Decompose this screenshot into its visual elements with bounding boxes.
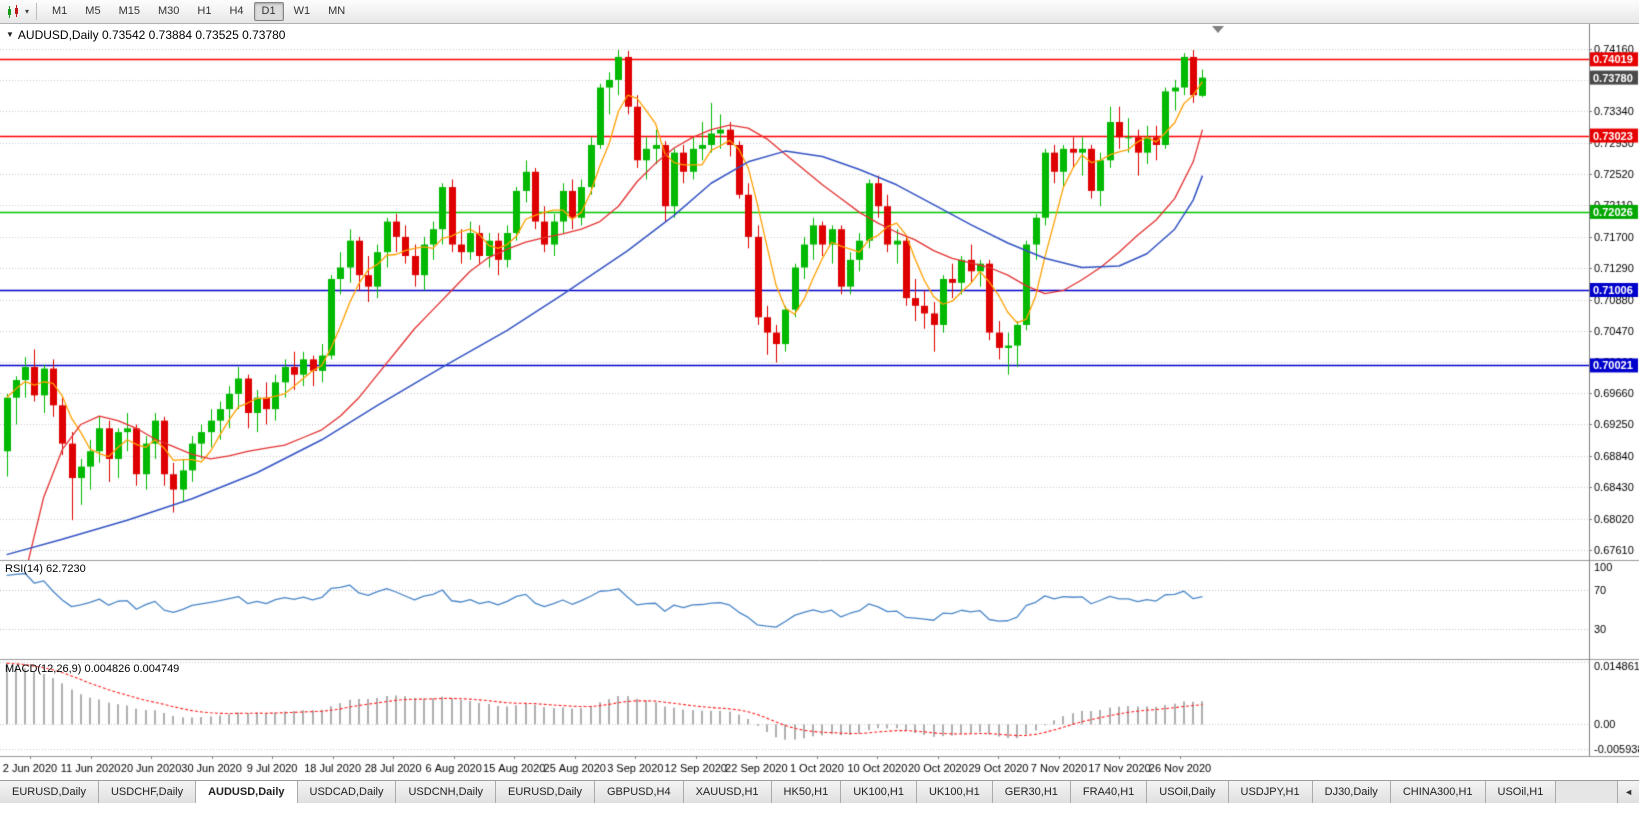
rsi-indicator-name: RSI(14) <box>5 563 43 575</box>
timeframe-button-M30[interactable]: M30 <box>157 5 180 17</box>
price-chart-canvas[interactable] <box>0 24 1639 780</box>
macd-label: MACD(12,26,9) 0.004826 0.004749 <box>5 663 179 675</box>
candlestick-icon <box>8 4 18 18</box>
chart-title: ▼ AUDUSD,Daily 0.73542 0.73884 0.73525 0.… <box>6 28 285 42</box>
timeframe-button-M5[interactable]: M5 <box>85 5 101 17</box>
timeframe-button-M15[interactable]: M15 <box>118 5 140 17</box>
toolbar: ▾ M1 M5 M15 M30 H1 H4 D1 W1 MN <box>0 0 1639 24</box>
tab-label: USDCNH,Daily <box>408 786 484 798</box>
rsi-indicator-value: 62.7230 <box>45 563 86 575</box>
chart-type-icon[interactable] <box>4 4 24 20</box>
tab-label: HK50,H1 <box>783 786 829 798</box>
rsi-label: RSI(14) 62.7230 <box>5 563 86 575</box>
tab-UK100-H1[interactable]: UK100,H1 <box>841 781 917 803</box>
tab-EURUSD-Daily[interactable]: EURUSD,Daily <box>496 781 595 803</box>
timeframe-button-W1[interactable]: W1 <box>293 5 311 17</box>
tab-label: USDCAD,Daily <box>309 786 384 798</box>
timeframe-button-D1[interactable]: D1 <box>253 2 284 21</box>
tab-label: UK100,H1 <box>853 786 904 798</box>
tab-label: USOil,Daily <box>1159 786 1216 798</box>
timeframe-button-H4[interactable]: H4 <box>229 5 244 17</box>
tab-label: USOil,H1 <box>1497 786 1544 798</box>
tab-label: DJ30,Daily <box>1324 786 1378 798</box>
timeframe-button-H1[interactable]: H1 <box>197 5 212 17</box>
tab-label: AUDUSD,Daily <box>208 786 285 798</box>
tab-USDCNH-Daily[interactable]: USDCNH,Daily <box>396 781 497 803</box>
macd-indicator-name: MACD(12,26,9) <box>5 663 82 675</box>
chart-symbol-label: AUDUSD,Daily <box>17 28 99 42</box>
tab-UK100-H1[interactable]: UK100,H1 <box>916 781 993 803</box>
tab-USOil-Daily[interactable]: USOil,Daily <box>1147 781 1229 803</box>
tab-USDJPY-H1[interactable]: USDJPY,H1 <box>1228 781 1313 803</box>
tab-label: EURUSD,Daily <box>12 786 86 798</box>
tab-EURUSD-Daily[interactable]: EURUSD,Daily <box>0 781 99 803</box>
macd-indicator-values: 0.004826 0.004749 <box>84 663 180 675</box>
tab-FRA40-H1[interactable]: FRA40,H1 <box>1070 781 1148 803</box>
chart-area: ▼ AUDUSD,Daily 0.73542 0.73884 0.73525 0.… <box>0 24 1639 780</box>
tab-USDCAD-Daily[interactable]: USDCAD,Daily <box>297 781 397 803</box>
chart-ohlc-values: 0.73542 0.73884 0.73525 0.73780 <box>101 28 286 42</box>
chart-type-dropdown-caret[interactable]: ▾ <box>25 7 30 16</box>
toolbar-separator <box>36 3 38 20</box>
tab-label: UK100,H1 <box>928 786 980 798</box>
tab-scroll-arrow[interactable]: ◄ <box>1617 781 1639 803</box>
tab-label: USDJPY,H1 <box>1240 786 1300 798</box>
tab-HK50-H1[interactable]: HK50,H1 <box>771 781 842 803</box>
tab-GBPUSD-H4[interactable]: GBPUSD,H4 <box>595 781 684 803</box>
tab-USOil-H1[interactable]: USOil,H1 <box>1485 781 1557 803</box>
tab-label: USDCHF,Daily <box>110 786 184 798</box>
symbol-dropdown-caret-icon[interactable]: ▼ <box>6 30 14 39</box>
tab-label: GER30,H1 <box>1004 786 1058 798</box>
chart-tab-bar: EURUSD,Daily USDCHF,Daily AUDUSD,Daily USDC… <box>0 780 1639 803</box>
tab-XAUUSD-H1[interactable]: XAUUSD,H1 <box>683 781 772 803</box>
tab-DJ30-Daily[interactable]: DJ30,Daily <box>1312 781 1391 803</box>
tab-USDCHF-Daily[interactable]: USDCHF,Daily <box>98 781 197 803</box>
timeframe-button-MN[interactable]: MN <box>328 5 346 17</box>
tab-AUDUSD-Daily[interactable]: AUDUSD,Daily <box>196 781 298 803</box>
tab-label: EURUSD,Daily <box>508 786 582 798</box>
tab-label: FRA40,H1 <box>1082 786 1135 798</box>
timeframe-button-M1[interactable]: M1 <box>52 5 68 17</box>
tab-label: CHINA300,H1 <box>1402 786 1473 798</box>
tab-label: GBPUSD,H4 <box>607 786 671 798</box>
tab-GER30-H1[interactable]: GER30,H1 <box>992 781 1071 803</box>
tab-CHINA300-H1[interactable]: CHINA300,H1 <box>1390 781 1486 803</box>
tab-label: XAUUSD,H1 <box>695 786 759 798</box>
timeframe-button-group: M1 M5 M15 M30 H1 H4 D1 W1 MN <box>43 2 354 21</box>
